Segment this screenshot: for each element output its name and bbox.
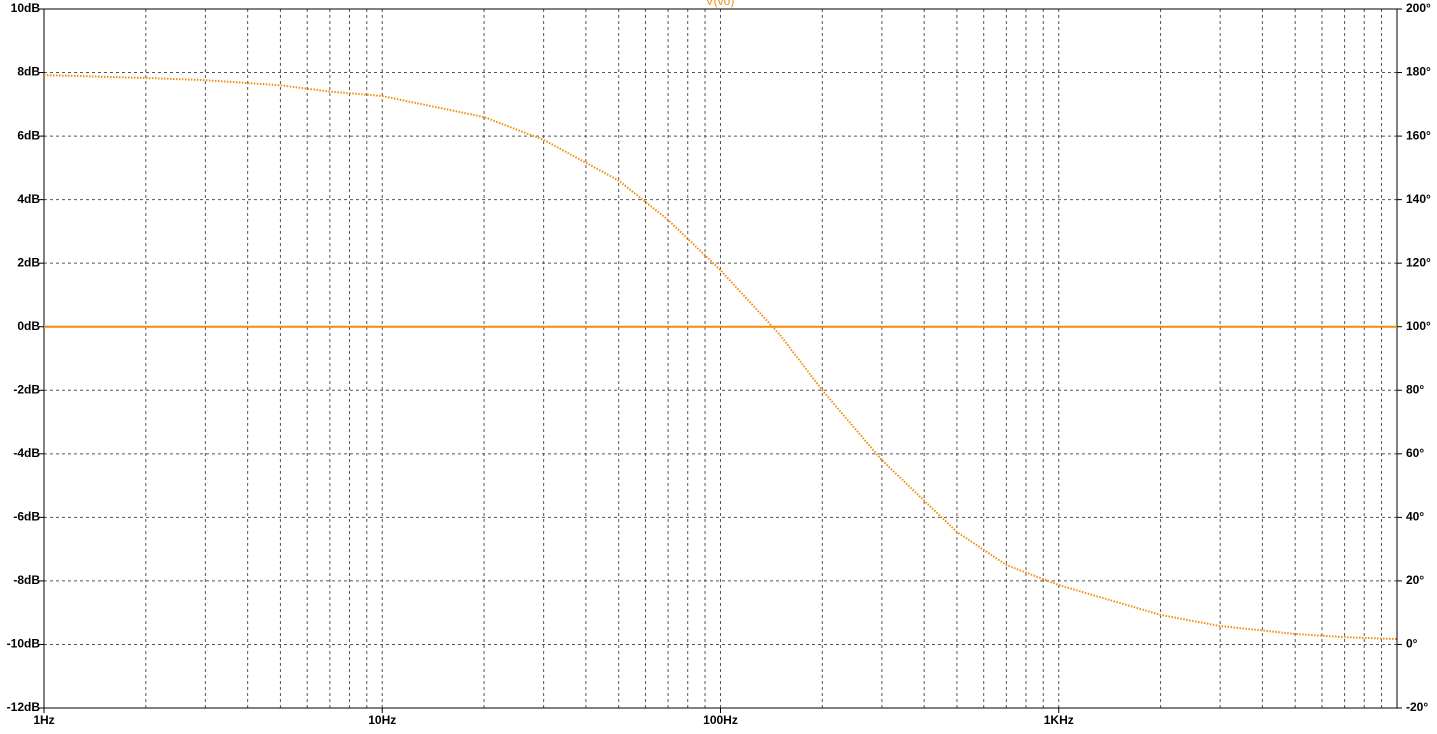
y2-tick-label: 160° xyxy=(1406,128,1431,142)
y2-tick-label: 0° xyxy=(1406,637,1418,651)
y2-tick-label: 100° xyxy=(1406,319,1431,333)
y-tick-label: 10dB xyxy=(11,1,41,15)
y-tick-label: -4dB xyxy=(13,446,40,460)
y-tick-label: 4dB xyxy=(17,192,40,206)
chart-title: V(vo) xyxy=(706,0,735,8)
x-tick-label: 100Hz xyxy=(703,713,738,727)
y2-tick-label: 80° xyxy=(1406,382,1424,396)
plot-frame xyxy=(43,8,1398,709)
y2-tick-label: -20° xyxy=(1406,700,1428,714)
y2-tick-label: 120° xyxy=(1406,255,1431,269)
y2-tick-label: 180° xyxy=(1406,65,1431,79)
series-line xyxy=(43,74,1398,641)
y-tick-label: -10dB xyxy=(7,637,41,651)
y-tick-label: 8dB xyxy=(17,65,40,79)
y2-tick-label: 40° xyxy=(1406,510,1424,524)
x-tick-label: 1KHz xyxy=(1044,713,1074,727)
y2-tick-label: 140° xyxy=(1406,192,1431,206)
y2-tick-label: 200° xyxy=(1406,1,1431,15)
y-tick-label: 0dB xyxy=(17,319,40,333)
y-tick-label: -8dB xyxy=(13,573,40,587)
x-tick-label: 1Hz xyxy=(33,713,54,727)
y-tick-label: 6dB xyxy=(17,128,40,142)
y2-tick-label: 60° xyxy=(1406,446,1424,460)
y2-tick-label: 20° xyxy=(1406,573,1424,587)
y-tick-label: -12dB xyxy=(7,700,41,714)
y-tick-label: 2dB xyxy=(17,255,40,269)
y-tick-label: -6dB xyxy=(13,510,40,524)
x-tick-label: 10Hz xyxy=(368,713,396,727)
y-tick-label: -2dB xyxy=(13,382,40,396)
